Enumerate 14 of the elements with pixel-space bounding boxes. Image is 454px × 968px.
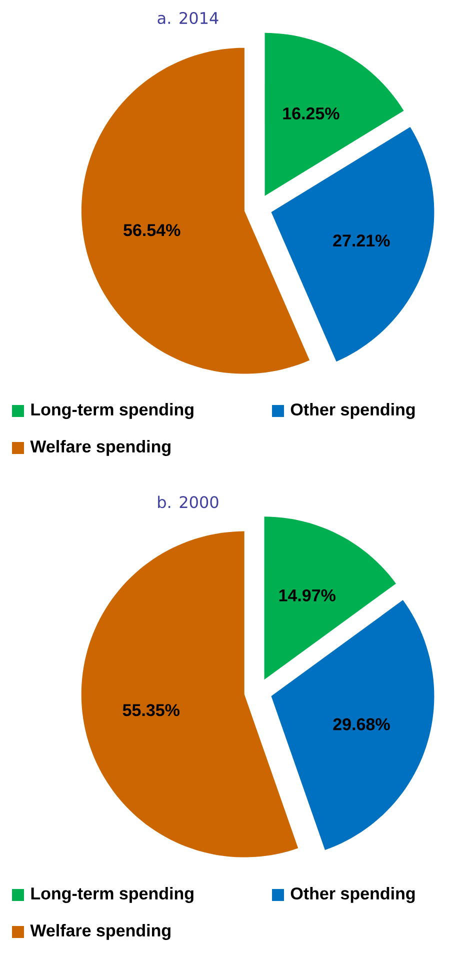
- data-label: 16.25%: [283, 107, 340, 120]
- legend-label: Welfare spending: [30, 924, 170, 940]
- legend-label: Long-term spending: [31, 403, 194, 419]
- data-label: 55.35%: [122, 704, 180, 716]
- legend-label: Welfare spending: [30, 440, 170, 456]
- data-label: 27.21%: [333, 234, 390, 247]
- chart-title: a. 2014: [158, 12, 218, 24]
- legend-label: Long-term spending: [31, 887, 194, 903]
- data-label: 56.54%: [124, 224, 180, 236]
- chart-title: b. 2000: [158, 496, 218, 508]
- data-label: 29.68%: [333, 718, 390, 730]
- legend-label: Other spending: [290, 403, 415, 419]
- legend-label: Other spending: [290, 887, 415, 903]
- data-label: 14.97%: [279, 589, 336, 602]
